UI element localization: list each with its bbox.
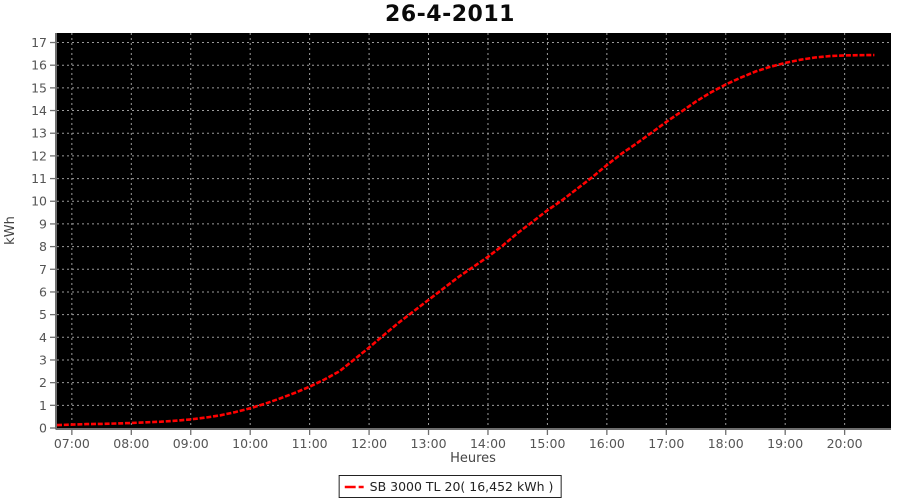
y-tick-label: 13 — [31, 126, 47, 141]
x-tick-label: 14:00 — [470, 436, 506, 451]
y-tick-label: 10 — [31, 194, 47, 209]
x-tick-label: 20:00 — [827, 436, 863, 451]
y-tick-label: 1 — [39, 398, 47, 413]
x-tick-label: 10:00 — [232, 436, 268, 451]
y-tick-label: 15 — [31, 80, 47, 95]
y-tick-label: 4 — [39, 330, 47, 345]
plot-area — [57, 33, 891, 428]
y-tick-label: 11 — [31, 171, 47, 186]
x-tick-label: 15:00 — [529, 436, 565, 451]
x-tick-label: 18:00 — [708, 436, 744, 451]
chart-title: 26-4-2011 — [385, 2, 515, 27]
y-tick-label: 17 — [31, 35, 47, 50]
y-tick-label: 3 — [39, 352, 47, 367]
x-tick-label: 19:00 — [767, 436, 803, 451]
legend-line-marker — [344, 485, 366, 488]
x-axis-label: Heures — [450, 451, 496, 466]
y-tick-label: 8 — [39, 239, 47, 254]
series-line — [56, 53, 875, 427]
y-tick-label: 12 — [31, 148, 47, 163]
y-tick-label: 7 — [39, 262, 47, 277]
y-tick-label: 5 — [39, 307, 47, 322]
y-tick-label: 16 — [31, 58, 47, 73]
chart-canvas: 07:00 08:00 09:00 10:00 11:00 12:00 13:00 14:00… — [3, 33, 891, 466]
x-tick-label: 07:00 — [54, 436, 90, 451]
x-tick-label: 12:00 — [351, 436, 387, 451]
x-tick-label: 08:00 — [113, 436, 149, 451]
x-tick-label: 13:00 — [411, 436, 447, 451]
legend-label: SB 3000 TL 20( 16,452 kWh ) — [369, 479, 554, 494]
y-tick-label: 9 — [39, 216, 47, 231]
x-tick-label: 17:00 — [648, 436, 684, 451]
y-axis-label: kWh — [3, 216, 18, 245]
y-tick-label: 14 — [31, 103, 47, 118]
y-tick-label: 6 — [39, 284, 47, 299]
x-tick-label: 11:00 — [292, 436, 328, 451]
legend: SB 3000 TL 20( 16,452 kWh ) — [338, 475, 562, 498]
x-tick-label: 16:00 — [589, 436, 625, 451]
y-tick-label: 0 — [39, 421, 47, 436]
y-tick-label: 2 — [39, 375, 47, 390]
x-tick-label: 09:00 — [173, 436, 209, 451]
